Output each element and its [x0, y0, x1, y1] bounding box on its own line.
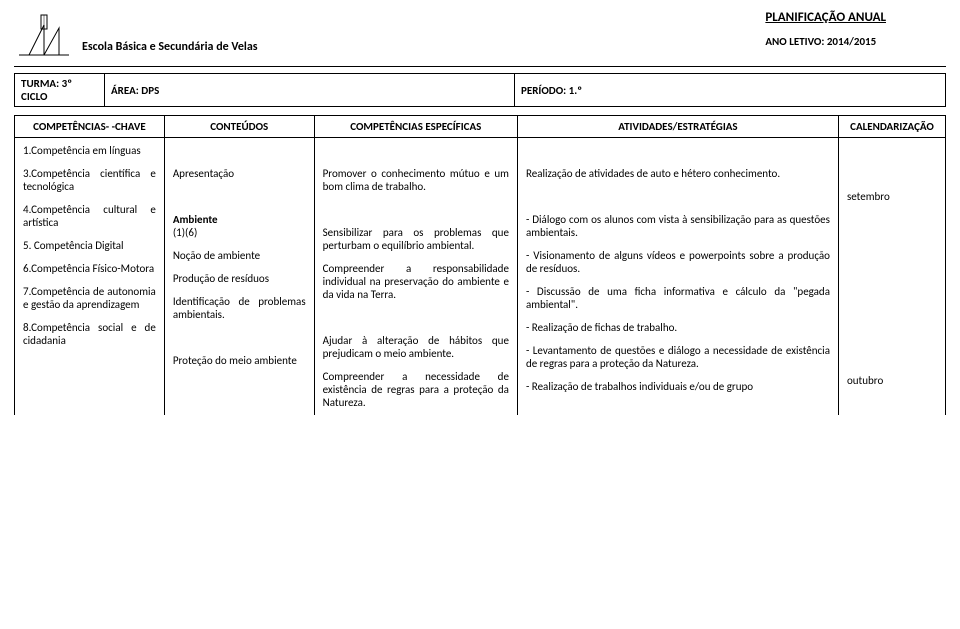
col-especificas: COMPETÊNCIAS ESPECÍFICAS [314, 116, 517, 138]
cell-atividades: Realização de atividades de auto e héter… [517, 138, 838, 416]
especifica-item: Sensibilizar para os problemas que pertu… [323, 226, 509, 252]
cell-especificas: Promover o conhecimento mútuo e um bom c… [314, 138, 517, 416]
table-header-row: COMPETÊNCIAS- -CHAVE CONTEÚDOS COMPETÊNC… [15, 116, 946, 138]
divider [14, 66, 946, 67]
comp-item: 5. Competência Digital [23, 239, 156, 252]
school-logo [14, 10, 74, 60]
conteudo-item: Ambiente(1)(6) [173, 213, 306, 239]
cell-competencias-chave: 1.Competência em línguas 3.Competência c… [15, 138, 165, 416]
header: Escola Básica e Secundária de Velas PLAN… [14, 10, 946, 60]
conteudo-item: Apresentação [173, 167, 306, 180]
area-label: ÁREA: DPS [111, 84, 159, 97]
main-table: COMPETÊNCIAS- -CHAVE CONTEÚDOS COMPETÊNC… [14, 115, 946, 415]
comp-item: 8.Competência social e de cidadania [23, 321, 156, 347]
info-table: TURMA: 3º CICLO ÁREA: DPS PERÍODO: 1.º [14, 73, 946, 107]
atividade-item: Realização de atividades de auto e héter… [526, 167, 830, 180]
atividade-item: - Realização de fichas de trabalho. [526, 321, 830, 334]
atividade-item: - Visionamento de alguns vídeos e powerp… [526, 249, 830, 275]
col-calendarizacao: CALENDARIZAÇÃO [838, 116, 945, 138]
atividade-item: - Levantamento de questões e diálogo a n… [526, 344, 830, 370]
especifica-item: Compreender a necessidade de existência … [323, 370, 509, 409]
especifica-item: Promover o conhecimento mútuo e um bom c… [323, 167, 509, 193]
calendar-month: outubro [847, 374, 937, 387]
page-title: PLANIFICAÇÃO ANUAL [765, 10, 886, 25]
title-block: PLANIFICAÇÃO ANUAL ANO LETIVO: 2014/2015 [765, 10, 886, 48]
year-label: ANO LETIVO: 2014/2015 [765, 35, 886, 48]
atividade-item: - Discussão de uma ficha informativa e c… [526, 285, 830, 311]
conteudo-item: Noção de ambiente [173, 249, 306, 262]
conteudo-item: Proteção do meio ambiente [173, 354, 306, 367]
school-name: Escola Básica e Secundária de Velas [82, 40, 258, 54]
especifica-item: Ajudar à alteração de hábitos que prejud… [323, 334, 509, 360]
periodo-label: PERÍODO: 1.º [521, 84, 582, 97]
comp-item: 1.Competência em línguas [23, 144, 156, 157]
conteudo-item: Identificação de problemas ambientais. [173, 295, 306, 321]
comp-item: 6.Competência Físico-Motora [23, 262, 156, 275]
calendar-month: setembro [847, 190, 937, 203]
col-atividades: ATIVIDADES/ESTRATÉGIAS [517, 116, 838, 138]
comp-item: 4.Competência cultural e artística [23, 203, 156, 229]
col-conteudos: CONTEÚDOS [164, 116, 314, 138]
cell-conteudos: Apresentação Ambiente(1)(6) Noção de amb… [164, 138, 314, 416]
col-competencias-chave: COMPETÊNCIAS- -CHAVE [15, 116, 165, 138]
turma-label: TURMA: 3º CICLO [21, 77, 72, 103]
cell-calendarizacao: setembro outubro [838, 138, 945, 416]
table-row: 1.Competência em línguas 3.Competência c… [15, 138, 946, 416]
comp-item: 7.Competência de autonomia e gestão da a… [23, 285, 156, 311]
conteudo-item: Produção de resíduos [173, 272, 306, 285]
comp-item: 3.Competência científica e tecnológica [23, 167, 156, 193]
atividade-item: - Diálogo com os alunos com vista à sens… [526, 213, 830, 239]
especifica-item: Compreender a responsabilidade individua… [323, 262, 509, 301]
atividade-item: - Realização de trabalhos individuais e/… [526, 380, 830, 393]
